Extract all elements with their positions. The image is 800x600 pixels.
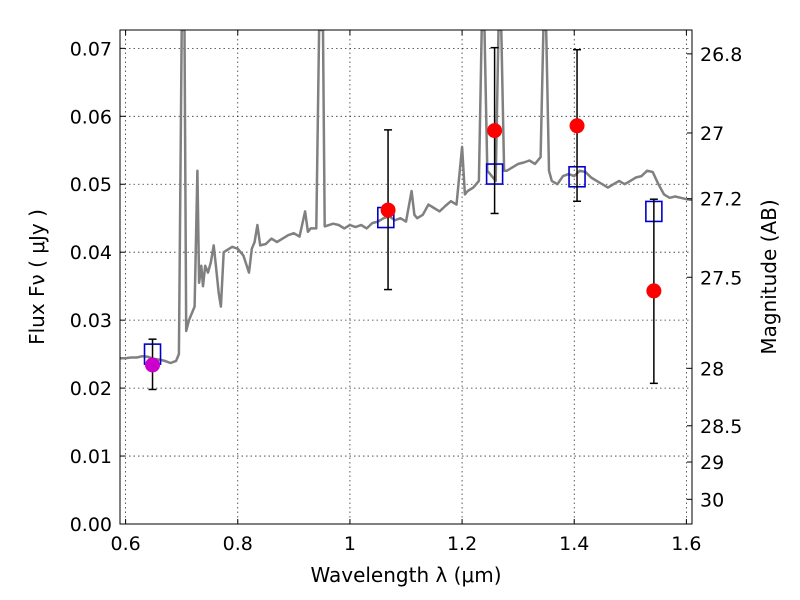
x-tick-label: 1.4 [559, 533, 589, 555]
x-tick-label: 1 [344, 533, 356, 555]
y-tick-label: 0.00 [70, 514, 112, 536]
y-tick-label: 0.07 [70, 38, 112, 60]
observed-photometry-point [380, 202, 396, 218]
magnitude-tick-label: 29 [700, 452, 724, 474]
x-tick-label: 0.6 [110, 533, 140, 555]
plot-area [120, 30, 692, 391]
x-tick-label: 0.8 [223, 533, 253, 555]
y-tick-label: 0.01 [70, 446, 112, 468]
magnitude-tick-label: 27.5 [700, 267, 742, 289]
magnitude-tick-label: 27 [700, 123, 724, 145]
y-axis-label: Flux Fν ( μJy ) [25, 209, 49, 345]
magnitude-tick-label: 26.8 [700, 44, 742, 66]
ticks: 0.6 0.8 1 1.2 1.4 1.6 0.00 0.01 0.02 0.03 0.04 0.05… [70, 30, 742, 555]
magnitude-tick-label: 28 [700, 358, 724, 380]
right-axis-label: Magnitude (AB) [757, 199, 781, 354]
y-tick-label: 0.02 [70, 378, 112, 400]
magnitude-tick-label: 30 [700, 489, 724, 511]
x-tick-label: 1.2 [447, 533, 477, 555]
observed-photometry-point [487, 123, 503, 139]
observed-photometry-point [569, 118, 585, 134]
y-tick-label: 0.04 [70, 242, 112, 264]
y-tick-label: 0.03 [70, 310, 112, 332]
observed-photometry-point [145, 357, 161, 373]
magnitude-tick-label: 27.2 [700, 189, 742, 211]
y-tick-label: 0.06 [70, 106, 112, 128]
magnitude-tick-label: 28.5 [700, 416, 742, 438]
x-tick-label: 1.6 [671, 533, 701, 555]
y-tick-label: 0.05 [70, 174, 112, 196]
observed-photometry-point [646, 283, 662, 299]
x-axis-label: Wavelength λ (μm) [310, 563, 501, 587]
